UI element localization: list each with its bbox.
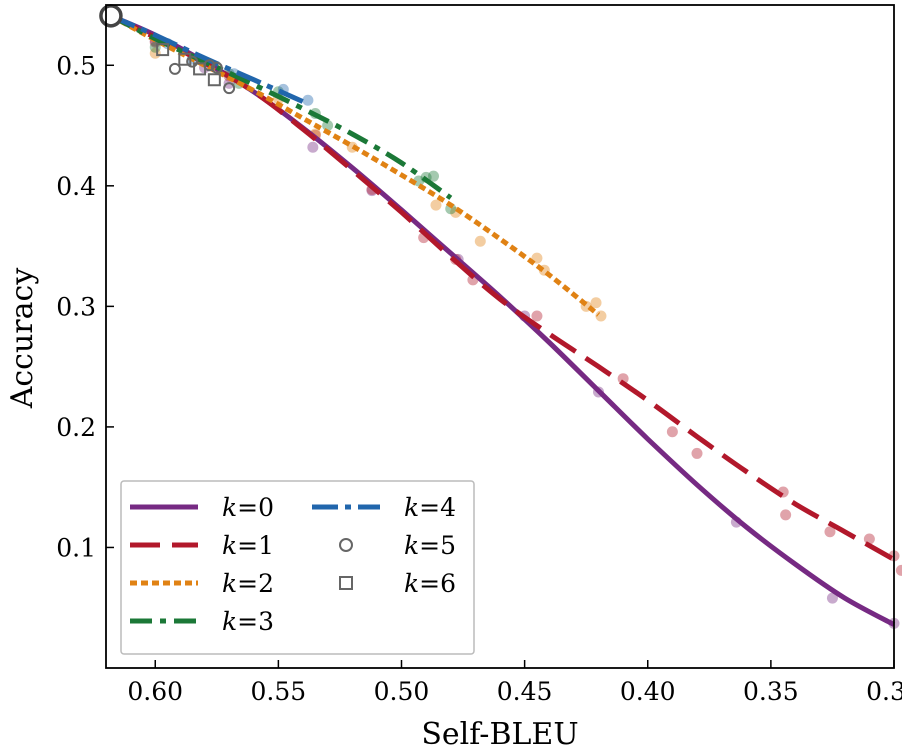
- legend-label: k=3: [222, 607, 274, 636]
- data-point: [826, 592, 838, 604]
- circle-marker: [210, 61, 223, 74]
- data-point: [895, 564, 902, 576]
- data-point: [691, 447, 703, 459]
- data-point: [824, 526, 836, 538]
- legend-square-marker: [339, 576, 353, 590]
- data-point: [474, 235, 486, 247]
- x-axis: 0.60 0.55 0.50 0.45 0.40 0.35 0.30: [127, 660, 902, 706]
- start-point-layer: [99, 4, 123, 28]
- data-point: [322, 120, 334, 132]
- y-axis: 0.1 0.2 0.3 0.4 0.5: [56, 51, 114, 562]
- y-tick-label: 0.4: [56, 172, 96, 201]
- data-point: [617, 373, 629, 385]
- data-point: [595, 310, 607, 322]
- x-tick-label: 0.50: [374, 677, 430, 706]
- x-tick-label: 0.30: [866, 677, 902, 706]
- data-point: [780, 509, 792, 521]
- legend-label: k=6: [404, 569, 456, 598]
- x-axis-title: Self-BLEU: [421, 717, 578, 752]
- start-point-marker: [99, 4, 123, 28]
- y-tick-label: 0.2: [56, 413, 96, 442]
- square-marker: [156, 43, 170, 57]
- data-point: [302, 94, 314, 106]
- data-point: [430, 199, 442, 211]
- data-point: [428, 170, 440, 182]
- y-tick-label: 0.3: [56, 292, 96, 321]
- marker-points: [156, 43, 236, 95]
- legend-circle-marker: [339, 538, 353, 552]
- legend-label: k=0: [222, 493, 274, 522]
- circle-marker: [223, 82, 236, 95]
- square-marker: [178, 52, 192, 66]
- legend-label: k=4: [404, 493, 456, 522]
- data-point: [590, 297, 602, 309]
- square-marker: [193, 62, 207, 76]
- circle-marker: [168, 62, 181, 75]
- series-line: [109, 13, 453, 200]
- data-point: [307, 141, 319, 153]
- legend-label: k=2: [222, 569, 274, 598]
- legend-label: k=1: [222, 531, 274, 560]
- data-point: [666, 426, 678, 438]
- plot-frame: [105, 4, 895, 669]
- square-marker: [207, 73, 221, 87]
- y-tick-label: 0.5: [56, 51, 96, 80]
- data-point: [531, 310, 543, 322]
- data-point: [413, 175, 425, 187]
- y-axis-title: Accuracy: [5, 268, 40, 410]
- circle-marker: [186, 55, 199, 68]
- legend: k=0 k=1 k=2 k=3 k=4 k=5 k=6: [120, 480, 475, 655]
- legend-box: [120, 480, 475, 655]
- series-line: [109, 13, 309, 107]
- legend-label: k=5: [404, 531, 456, 560]
- x-tick-label: 0.40: [620, 677, 676, 706]
- x-tick-label: 0.55: [251, 677, 307, 706]
- x-tick-label: 0.60: [127, 677, 183, 706]
- x-tick-label: 0.35: [743, 677, 799, 706]
- x-tick-label: 0.45: [497, 677, 553, 706]
- y-tick-label: 0.1: [56, 533, 96, 562]
